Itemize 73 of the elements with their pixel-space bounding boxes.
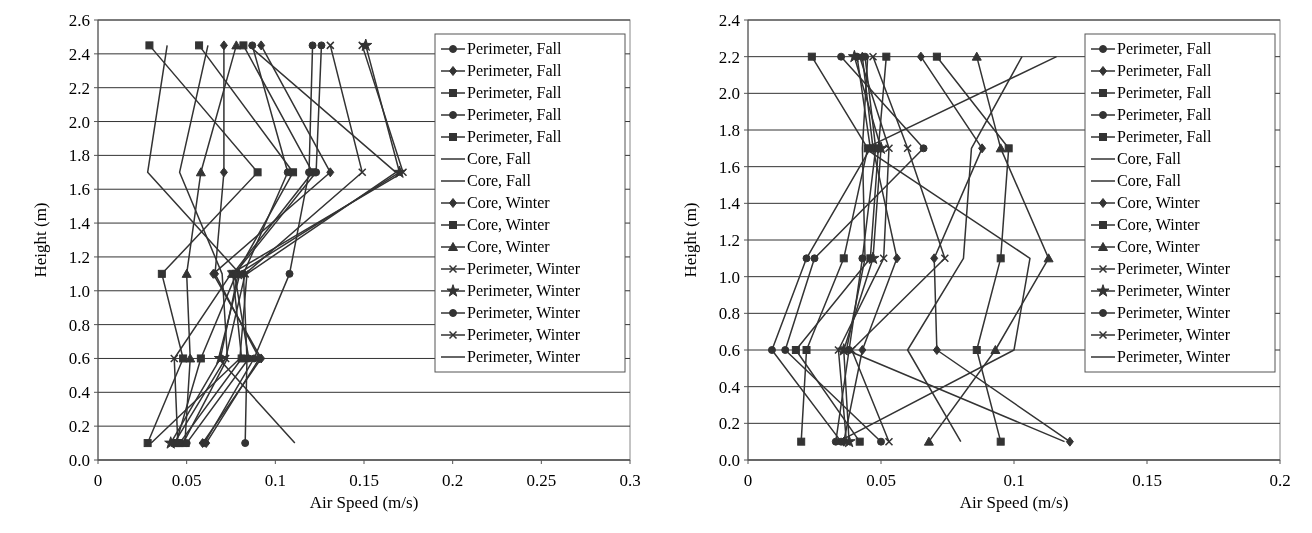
y-tick-label: 1.8 [68, 146, 90, 166]
legend-label: Core, Fall [467, 150, 532, 167]
legend-label: Perimeter, Fall [1117, 128, 1212, 145]
y-tick-label: 0.2 [718, 414, 740, 434]
y-tick-label: 1.4 [718, 194, 741, 214]
x-tick-label: 0.2 [1269, 471, 1291, 490]
x-tick-label: 0.15 [1132, 471, 1162, 490]
y-tick-label: 1.6 [68, 180, 90, 200]
y-axis-title: Height (m) [31, 202, 50, 278]
y-tick-label: 0.4 [68, 383, 91, 403]
legend-label: Perimeter, Fall [467, 40, 562, 57]
legend-label: Perimeter, Fall [467, 84, 562, 101]
legend-label: Core, Winter [1117, 238, 1201, 255]
y-tick-label: 1.6 [718, 157, 740, 177]
x-axis-title: Air Speed (m/s) [309, 493, 419, 512]
x-tick-label: 0.05 [171, 471, 202, 490]
legend-label: Core, Fall [1117, 150, 1182, 167]
legend-label: Core, Winter [1117, 194, 1201, 211]
x-tick-label: 0.1 [264, 471, 286, 490]
legend-label: Perimeter, Winter [467, 326, 581, 343]
legend-label: Core, Fall [467, 172, 532, 189]
x-tick-label: 0.3 [619, 471, 641, 490]
y-tick-label: 2.0 [68, 112, 90, 132]
y-tick-label: 1.2 [68, 247, 90, 267]
legend-label: Perimeter, Fall [467, 106, 562, 123]
y-tick-label: 2.4 [718, 11, 741, 30]
y-tick-label: 1.8 [718, 121, 740, 140]
y-tick-label: 0.0 [718, 451, 740, 470]
legend-label: Perimeter, Winter [467, 282, 581, 299]
x-tick-label: 0 [93, 471, 103, 490]
x-tick-label: 0.05 [866, 471, 896, 490]
legend-label: Perimeter, Winter [1117, 304, 1231, 321]
x-axis-title: Air Speed (m/s) [959, 493, 1069, 512]
legend-label: Core, Winter [467, 216, 551, 233]
legend-label: Perimeter, Fall [1117, 84, 1212, 101]
legend-label: Core, Fall [1117, 172, 1182, 189]
legend-label: Perimeter, Winter [467, 260, 581, 277]
legend-label: Core, Winter [467, 194, 551, 211]
y-tick-label: 0.2 [68, 417, 90, 437]
legend-label: Perimeter, Winter [1117, 348, 1231, 365]
y-tick-label: 0.4 [718, 377, 741, 397]
x-tick-label: 0.2 [442, 471, 464, 490]
legend-label: Perimeter, Fall [467, 62, 562, 79]
legend-label: Perimeter, Fall [1117, 106, 1212, 123]
y-axis-title: Height (m) [681, 202, 700, 278]
x-tick-label: 0.25 [526, 471, 557, 490]
y-tick-label: 0.8 [718, 304, 740, 324]
y-tick-label: 1.0 [718, 267, 740, 287]
y-tick-label: 1.4 [68, 214, 91, 234]
y-tick-label: 1.2 [718, 231, 740, 250]
legend-label: Perimeter, Winter [1117, 260, 1231, 277]
legend-label: Perimeter, Winter [467, 348, 581, 365]
y-tick-label: 2.0 [718, 84, 740, 104]
legend-label: Perimeter, Winter [1117, 282, 1231, 299]
y-tick-label: 2.2 [718, 47, 740, 67]
legend-label: Core, Winter [467, 238, 551, 255]
x-tick-label: 0.1 [1003, 471, 1025, 490]
y-tick-label: 0.6 [68, 349, 90, 369]
y-tick-label: 2.2 [68, 78, 90, 98]
y-tick-label: 0.6 [718, 341, 740, 360]
legend-label: Perimeter, Winter [1117, 326, 1231, 343]
legend-label: Core, Winter [1117, 216, 1201, 233]
legend-label: Perimeter, Winter [467, 304, 581, 321]
x-tick-label: 0.15 [349, 471, 379, 490]
y-tick-label: 0.0 [68, 451, 90, 470]
y-tick-label: 2.4 [68, 44, 91, 64]
y-tick-label: 0.8 [68, 315, 90, 335]
x-tick-label: 0 [743, 471, 753, 490]
y-tick-label: 1.0 [68, 281, 90, 301]
y-tick-label: 2.6 [68, 11, 90, 30]
legend-label: Perimeter, Fall [467, 128, 562, 145]
legend-label: Perimeter, Fall [1117, 40, 1212, 57]
legend-label: Perimeter, Fall [1117, 62, 1212, 79]
